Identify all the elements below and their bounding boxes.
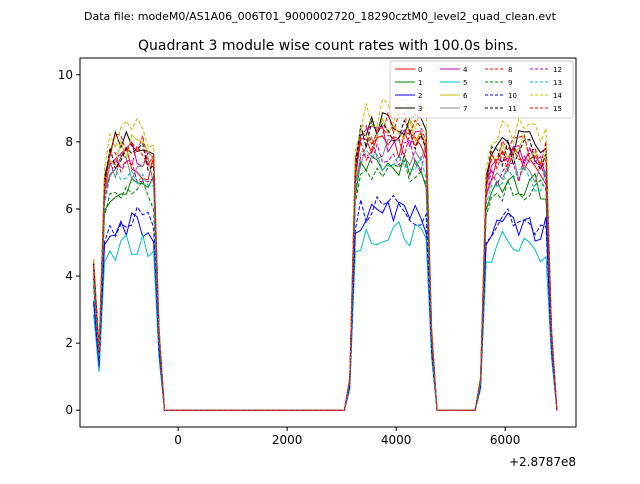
y-tick-label: 0 xyxy=(65,403,73,417)
series-line xyxy=(93,125,558,411)
x-offset-label: +2.8787e8 xyxy=(509,455,576,469)
y-tick-label: 6 xyxy=(65,202,73,216)
legend-label: 7 xyxy=(463,105,467,113)
legend-label: 5 xyxy=(463,79,467,87)
legend-label: 14 xyxy=(553,92,562,100)
legend-label: 4 xyxy=(463,66,468,74)
x-tick-label: 4000 xyxy=(381,433,412,447)
legend-label: 10 xyxy=(508,92,517,100)
legend-label: 6 xyxy=(463,92,468,100)
series-line xyxy=(93,112,558,411)
legend-label: 3 xyxy=(418,105,422,113)
x-tick-label: 0 xyxy=(174,433,182,447)
x-tick-label: 6000 xyxy=(490,433,521,447)
chart-title: Quadrant 3 module wise count rates with … xyxy=(138,38,518,54)
series-layer xyxy=(93,97,558,411)
series-line xyxy=(93,200,558,411)
series-line xyxy=(93,127,558,411)
legend-box xyxy=(389,60,574,119)
series-line xyxy=(93,159,558,411)
legend-label: 2 xyxy=(418,92,422,100)
x-tick-label: 2000 xyxy=(272,433,303,447)
y-tick-label: 8 xyxy=(65,135,73,149)
suptitle: Data file: modeM0/AS1A06_006T01_90000027… xyxy=(84,10,557,23)
y-tick-label: 10 xyxy=(58,68,73,82)
legend-label: 8 xyxy=(508,66,512,74)
legend-label: 1 xyxy=(418,79,422,87)
series-line xyxy=(93,97,558,411)
legend-label: 12 xyxy=(553,66,562,74)
series-line xyxy=(93,112,558,411)
legend-label: 13 xyxy=(553,79,562,87)
legend-label: 9 xyxy=(508,79,512,87)
y-tick-label: 4 xyxy=(65,269,73,283)
legend-label: 11 xyxy=(508,105,517,113)
series-line xyxy=(93,194,558,411)
plot-frame xyxy=(79,57,577,428)
y-tick-label: 2 xyxy=(65,336,73,350)
legend-label: 15 xyxy=(553,105,562,113)
legend-label: 0 xyxy=(418,66,422,74)
